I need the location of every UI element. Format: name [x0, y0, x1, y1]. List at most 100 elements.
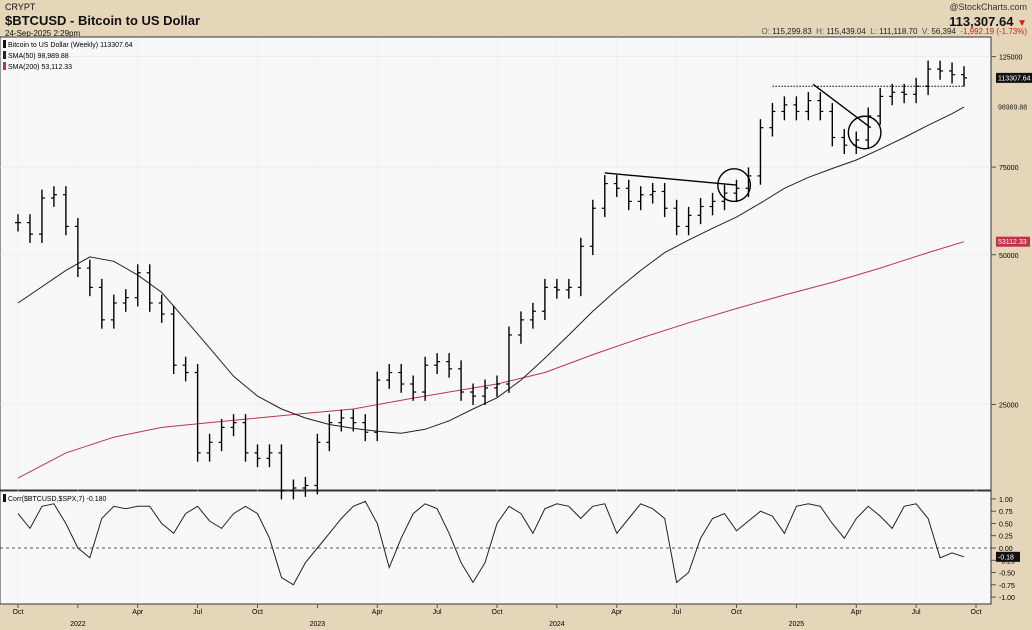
corr-tick-label: 1.00 [999, 497, 1013, 504]
price-bar [434, 353, 441, 375]
price-change: -1,992.19 (-1.73%) [960, 27, 1027, 36]
price-bar [15, 214, 21, 232]
volume-value: 56,394 [931, 27, 956, 36]
price-bar [769, 102, 776, 137]
price-bar [350, 409, 357, 432]
price-bar [170, 305, 177, 375]
price-bar [805, 92, 812, 121]
price-bar [146, 264, 153, 312]
price-bar [817, 92, 824, 121]
price-bar [517, 311, 524, 344]
chart-header: CRYPT $BTCUSD - Bitcoin to US Dollar 24-… [5, 2, 200, 38]
price-bar [865, 107, 872, 149]
month-label: Oct [492, 609, 503, 616]
price-bar [134, 264, 141, 307]
corr-tick-label: 0.50 [999, 521, 1013, 528]
sma200-tag-text: 53112.33 [998, 239, 1027, 246]
month-label: Oct [13, 609, 24, 616]
corr-panel [0, 490, 992, 605]
ohlc-readout: O: 115,299.83 H: 115,439.04 L: 111,118.7… [762, 27, 1027, 36]
price-bar [278, 444, 285, 500]
price-bar [302, 476, 309, 497]
price-tick-label: 125000 [999, 55, 1022, 62]
corr-tag [996, 551, 1020, 562]
price-bars [15, 60, 968, 500]
price-bar [398, 364, 405, 393]
time-axis: Oct 2022 Apr Jul Oct 2023 Apr Jul Oct 2024 Apr Jul O… [13, 604, 982, 628]
corr-legend-swatch [3, 494, 6, 502]
price-panel [0, 36, 992, 491]
month-label: Apr [132, 609, 144, 616]
brand-label: @StockCharts.com [949, 2, 1027, 12]
price-legend-swatch [3, 40, 6, 48]
price-bar [374, 371, 381, 442]
month-label: Oct [252, 609, 263, 616]
price-bar [38, 189, 45, 243]
price-bar [625, 179, 632, 211]
price-bar [62, 186, 69, 236]
price-bar [50, 186, 57, 207]
price-bar [721, 184, 728, 211]
price-bar [877, 87, 884, 125]
month-label: Jul [672, 609, 681, 616]
price-bar [673, 199, 680, 236]
price-bar [74, 217, 81, 277]
price-bar [541, 278, 548, 321]
price-bar [649, 182, 656, 204]
last-price-value: 113,307.64 [949, 14, 1014, 29]
month-label: Jul [433, 609, 442, 616]
price-bar [206, 433, 213, 462]
sma200-legend-swatch [3, 62, 6, 70]
sma50-legend-swatch [3, 51, 6, 59]
exchange-label: CRYPT [5, 2, 36, 12]
price-bar [182, 356, 189, 382]
price-bar [314, 433, 321, 495]
corr-tick-label: -0.75 [999, 583, 1015, 590]
price-bar [565, 278, 572, 299]
price-bar [589, 199, 596, 256]
month-label: Oct [971, 609, 982, 616]
highlight-circle [717, 168, 752, 203]
price-bar [637, 186, 644, 211]
month-label: Oct [731, 609, 742, 616]
price-bar [218, 418, 225, 452]
chart-date: 24-Sep-2025 2:29pm [5, 29, 81, 38]
price-bar [505, 326, 512, 393]
last-price: 113,307.64 ▼ [949, 14, 1027, 29]
sma50-legend-text: SMA(50) 98,989.88 [8, 53, 69, 60]
price-bar [26, 214, 33, 243]
year-label: 2022 [70, 621, 86, 628]
price-bar [422, 356, 429, 401]
corr-tag-text: -0.18 [998, 554, 1014, 561]
price-bar [122, 289, 129, 312]
highlight-circle [847, 115, 882, 150]
month-label: Jul [193, 609, 202, 616]
price-bar [577, 237, 584, 297]
quote-panel: @StockCharts.com 113,307.64 ▼ [949, 2, 1027, 29]
value-tags: 113307.64 98989.88 53112.33 -0.18 [996, 72, 1032, 562]
price-bar [98, 278, 105, 329]
price-bar [529, 302, 536, 329]
open-label: O: [761, 27, 770, 36]
price-legend: Bitcoin to US Dollar (Weekly) 113307.64 … [3, 40, 133, 503]
price-bar [158, 294, 165, 323]
corr-line [17, 500, 965, 586]
price-bar [793, 96, 800, 121]
corr-axis: 1.000.750.500.250.00-0.25-0.50-0.75-1.00 [991, 497, 1015, 602]
price-bar [661, 182, 668, 218]
year-label: 2025 [789, 621, 805, 628]
price-bar [326, 414, 333, 452]
sma200-legend-text: SMA(200) 53,112.33 [8, 64, 72, 71]
price-bar [841, 129, 848, 154]
price-bar [482, 379, 489, 405]
price-bar [601, 175, 608, 218]
month-label: Jul [912, 609, 921, 616]
month-label: Apr [611, 609, 623, 616]
price-bar [410, 375, 417, 401]
volume-label: V: [921, 27, 930, 36]
price-tick-label: 75000 [999, 165, 1019, 172]
price-bar [194, 364, 201, 462]
corr-tick-label: -1.00 [999, 595, 1015, 602]
sma200-tag [996, 236, 1030, 247]
